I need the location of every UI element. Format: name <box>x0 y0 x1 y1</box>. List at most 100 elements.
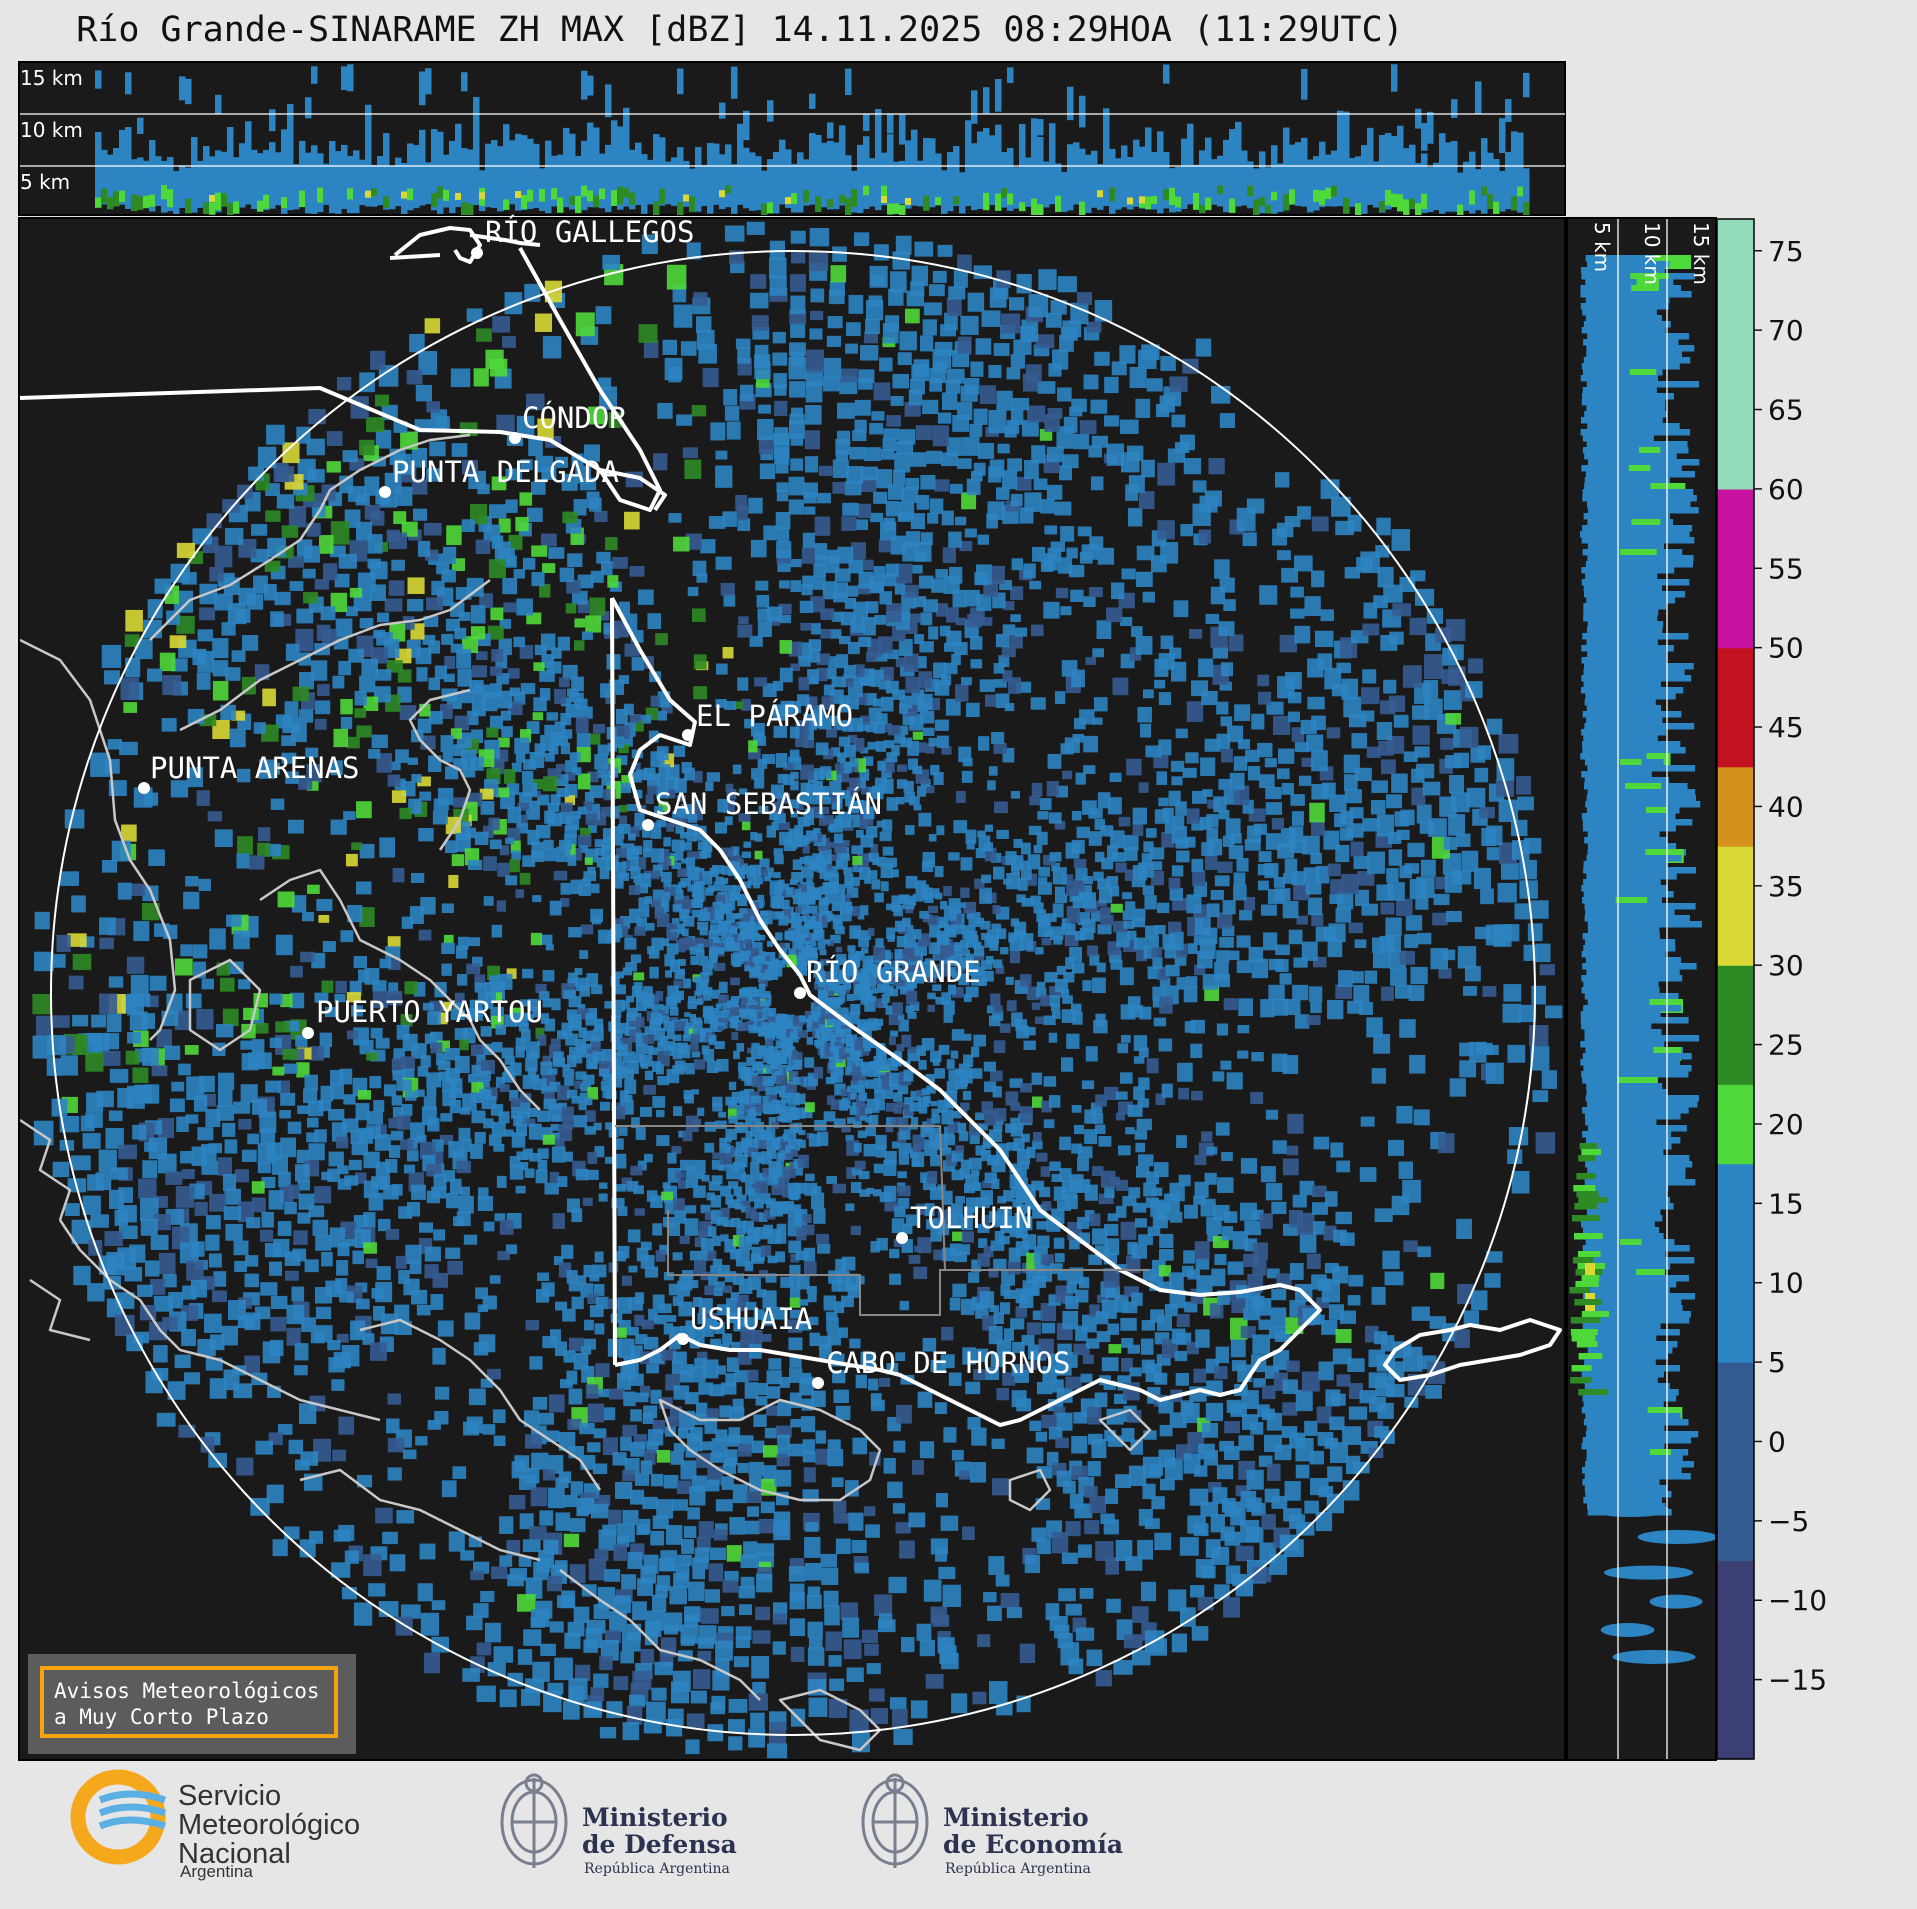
echo-cell <box>454 627 467 640</box>
echo-cell <box>853 985 861 995</box>
echo-cell <box>970 636 983 650</box>
echo-cell <box>510 840 521 854</box>
echo-cell <box>849 446 866 460</box>
echo-cell <box>802 532 815 548</box>
echo-cell <box>635 882 649 894</box>
echo-cell <box>776 482 789 493</box>
echo-cell <box>1290 794 1305 806</box>
echo-cell <box>259 1111 277 1133</box>
top-echo-high <box>215 94 222 114</box>
echo-cell <box>1301 757 1314 767</box>
echo-cell <box>1212 646 1229 659</box>
echo-cell <box>911 689 925 706</box>
echo-cell <box>801 547 815 564</box>
echo-cell <box>623 703 634 716</box>
echo-cell <box>657 402 673 419</box>
echo-cell <box>893 975 906 987</box>
top-echo-column <box>323 163 330 205</box>
echo-cell <box>551 1146 566 1163</box>
echo-cell <box>587 866 596 875</box>
echo-cell <box>638 324 658 343</box>
top-echo-column <box>1283 127 1290 207</box>
echo-cell <box>556 1030 568 1040</box>
echo-cell <box>696 1172 705 1180</box>
echo-cell <box>1133 937 1148 950</box>
echo-cell <box>451 854 465 867</box>
echo-cell <box>691 1089 699 1095</box>
echo-cell <box>873 382 891 401</box>
echo-cell <box>811 623 821 635</box>
echo-cell <box>359 618 374 629</box>
echo-cell <box>708 959 717 969</box>
echo-cell <box>671 918 680 926</box>
echo-cell <box>719 905 730 915</box>
echo-cell <box>769 1046 778 1057</box>
echo-cell <box>72 953 92 971</box>
echo-cell <box>1087 945 1098 956</box>
echo-cell <box>192 528 212 545</box>
top-echo-column <box>995 124 1002 210</box>
top-echo-column <box>221 151 228 205</box>
echo-cell <box>544 810 556 824</box>
echo-cell <box>474 974 486 987</box>
top-echo-column <box>173 170 180 214</box>
echo-cell <box>448 1531 465 1552</box>
echo-cell <box>960 939 969 950</box>
top-echo-column <box>761 170 768 212</box>
echo-cell <box>1376 814 1395 837</box>
echo-cell <box>526 612 542 625</box>
echo-cell <box>1258 851 1272 862</box>
echo-cell <box>314 700 331 715</box>
echo-cell <box>244 1355 261 1375</box>
echo-cell <box>1010 354 1026 369</box>
echo-cell <box>407 599 424 612</box>
top-echo-yellow <box>683 194 689 202</box>
echo-cell <box>725 783 734 792</box>
top-echo-column <box>929 138 936 208</box>
echo-cell <box>474 1131 486 1144</box>
echo-cell <box>663 892 671 901</box>
top-echo-column <box>959 172 966 214</box>
echo-cell <box>1021 842 1031 855</box>
echo-cell <box>774 400 788 416</box>
top-echo-column <box>923 137 930 206</box>
echo-cell <box>868 927 875 936</box>
echo-cell <box>844 964 852 971</box>
echo-cell <box>575 1071 587 1080</box>
echo-cell <box>955 516 967 526</box>
echo-cell <box>64 809 85 829</box>
echo-cell <box>603 622 614 635</box>
top-echo-column <box>635 142 642 206</box>
echo-cell <box>711 989 720 999</box>
top-echo-column <box>1259 151 1266 214</box>
echo-cell <box>856 829 864 838</box>
echo-cell <box>1304 596 1321 617</box>
echo-cell <box>557 1176 568 1188</box>
echo-cell <box>580 706 593 719</box>
echo-cell <box>898 638 913 656</box>
echo-cell <box>764 974 772 981</box>
echo-cell <box>1216 701 1229 715</box>
echo-cell <box>586 491 600 509</box>
echo-cell <box>488 817 500 831</box>
top-echo-column <box>767 159 774 213</box>
top-echo-green <box>431 192 438 208</box>
echo-cell <box>579 950 589 959</box>
top-echo-column <box>1373 161 1380 208</box>
echo-cell <box>398 1206 413 1219</box>
echo-cell <box>646 1011 655 1022</box>
echo-cell <box>774 427 789 445</box>
echo-cell <box>717 927 726 936</box>
echo-cell <box>899 894 910 904</box>
echo-cell <box>196 1009 214 1030</box>
echo-cell <box>558 677 570 688</box>
echo-cell <box>485 992 496 1002</box>
echo-cell <box>738 813 751 822</box>
top-echo-high <box>1337 110 1344 127</box>
echo-cell <box>864 878 872 884</box>
echo-cell <box>857 721 869 731</box>
echo-cell <box>840 894 851 902</box>
top-echo-column <box>1001 152 1008 208</box>
echo-cell <box>660 938 669 947</box>
echo-cell <box>814 516 831 536</box>
